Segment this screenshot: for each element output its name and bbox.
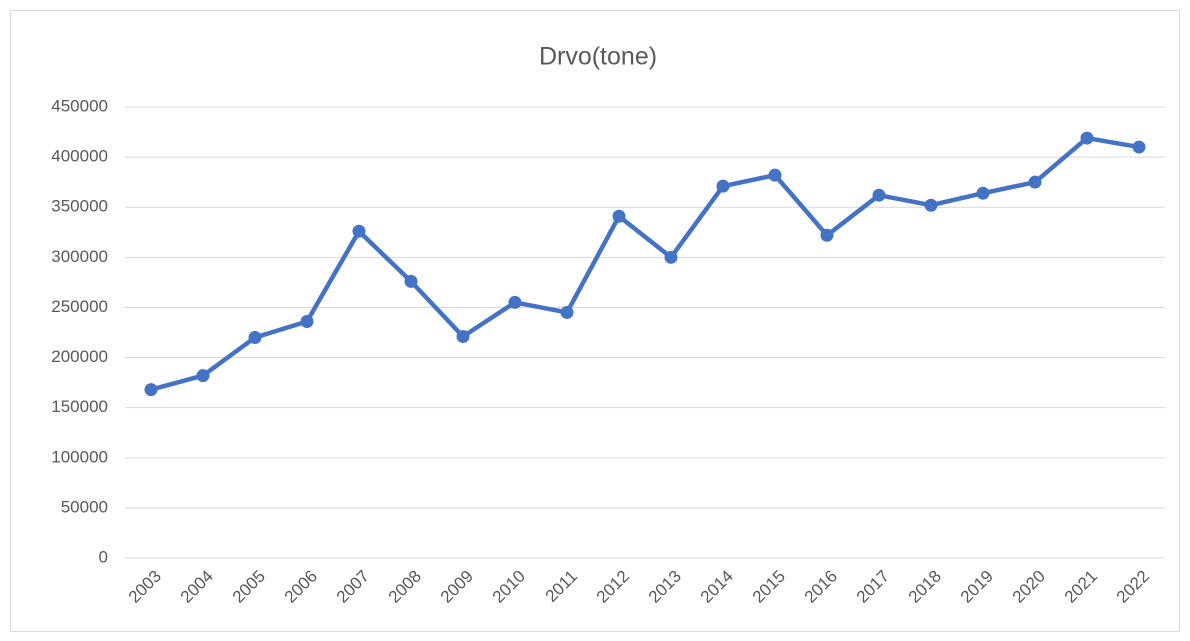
data-point — [612, 209, 626, 223]
y-tick-label: 300000 — [51, 247, 108, 266]
y-tick-label: 150000 — [51, 397, 108, 416]
data-point — [872, 188, 886, 202]
data-point — [924, 198, 938, 212]
data-point — [456, 330, 470, 344]
y-tick-label: 100000 — [51, 447, 108, 466]
data-point — [196, 369, 210, 383]
data-point — [1028, 175, 1042, 189]
data-point — [976, 186, 990, 200]
data-point — [144, 383, 158, 397]
data-point — [508, 295, 522, 309]
y-tick-label: 350000 — [51, 197, 108, 216]
data-point — [820, 228, 834, 242]
y-tick-label: 0 — [99, 547, 108, 566]
y-tick-label: 400000 — [51, 147, 108, 166]
data-point — [248, 331, 262, 345]
chart-title: Drvo(tone) — [539, 43, 657, 71]
y-tick-label: 200000 — [51, 347, 108, 366]
chart-border — [10, 10, 1180, 632]
data-point — [1132, 140, 1146, 154]
data-point — [716, 179, 730, 193]
y-tick-label: 450000 — [51, 96, 108, 115]
data-point — [404, 274, 418, 288]
data-point — [664, 250, 678, 264]
y-tick-label: 50000 — [61, 497, 108, 516]
y-tick-label: 250000 — [51, 297, 108, 316]
data-point — [1080, 131, 1094, 145]
data-point — [560, 305, 574, 319]
data-point — [768, 168, 782, 182]
data-line — [150, 135, 1140, 392]
data-point — [300, 314, 314, 328]
data-point — [352, 224, 366, 238]
